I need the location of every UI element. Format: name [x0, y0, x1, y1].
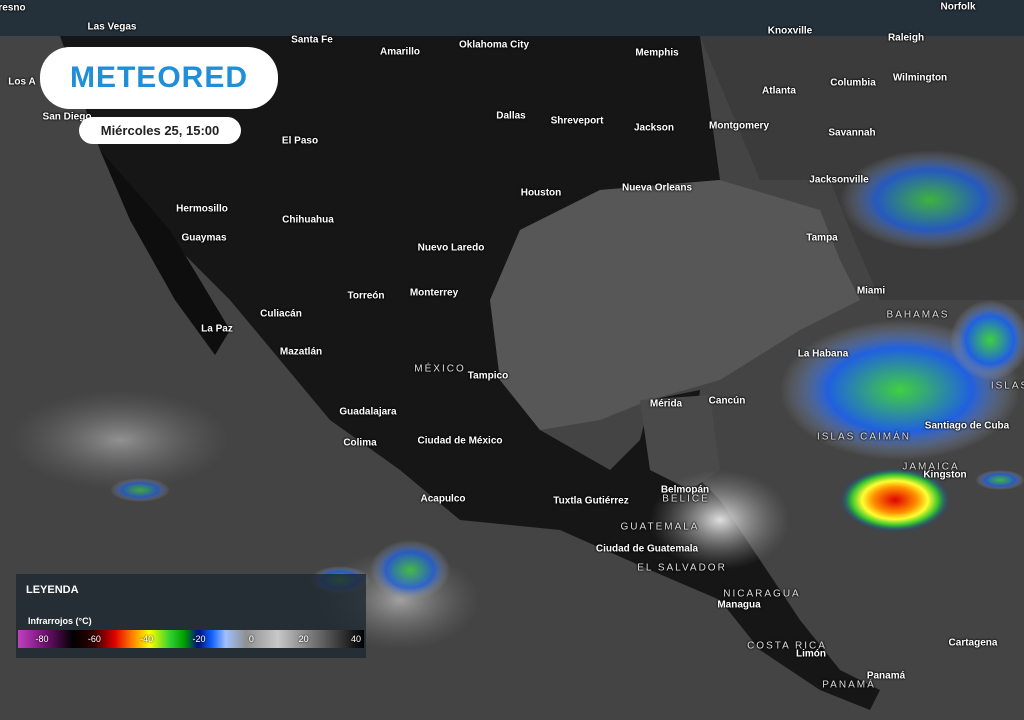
city-label: Montgomery [709, 120, 769, 132]
city-label: Las Vegas [87, 21, 137, 33]
city-label: Savannah [828, 127, 876, 139]
legend: LEYENDA Infrarrojos (°C) -80 -60 -40 -20 0 20… [16, 574, 366, 658]
city-label: Jacksonville [809, 174, 869, 186]
city-label: Shreveport [550, 115, 604, 127]
city-label: Monterrey [409, 287, 459, 299]
city-label: Guaymas [181, 232, 227, 244]
city-label: Mazatlán [279, 346, 323, 358]
city-label: Columbia [830, 77, 876, 89]
city-label: Raleigh [887, 32, 925, 44]
city-label: Los A [8, 76, 36, 88]
city-label: Oklahoma City [458, 39, 530, 51]
yucatan [640, 395, 720, 490]
city-label: Cartagena [948, 637, 998, 649]
scale-tick: -80 [35, 634, 49, 644]
scale-tick: -20 [192, 634, 206, 644]
city-label: Norfolk [940, 1, 976, 13]
region-label: ISLAS CAIMÁN [816, 431, 912, 443]
region-label: EL SALVADOR [637, 562, 727, 574]
gulf-of-mexico [490, 180, 860, 430]
city-label: Belmopán [660, 484, 710, 496]
city-label: Tampico [467, 370, 509, 382]
city-label: Santiago de Cuba [924, 420, 1010, 432]
city-label: La Paz [201, 323, 233, 335]
region-label: COSTA RICA [747, 640, 827, 652]
city-label: Memphis [635, 47, 679, 59]
legend-title: LEYENDA [26, 584, 79, 596]
city-label: resno [0, 2, 26, 14]
color-scale: -80 -60 -40 -20 0 20 40 [18, 630, 364, 648]
city-label: Culiacán [260, 308, 302, 320]
region-label: BELICE [662, 493, 710, 505]
baja-california [100, 150, 230, 355]
city-label: Colima [343, 437, 377, 449]
region-label: JAMAICA [902, 461, 960, 473]
city-label: Acapulco [420, 493, 466, 505]
city-label: Mérida [649, 398, 683, 410]
city-label: El Paso [281, 135, 319, 147]
city-label: Guadalajara [339, 406, 397, 418]
city-label: Panamá [866, 670, 906, 682]
city-label: Tampa [806, 232, 838, 244]
date-badge: Miércoles 25, 15:00 [79, 117, 241, 144]
city-label: Dallas [496, 110, 526, 122]
city-label: Chihuahua [282, 214, 334, 226]
city-label: Knoxville [767, 25, 813, 37]
scale-tick: -40 [140, 634, 154, 644]
city-label: San Diego [42, 111, 92, 123]
region-label: BAHAMAS [886, 309, 950, 321]
city-label: Nueva Orleans [621, 182, 693, 194]
city-label: Miami [856, 285, 886, 297]
scale-tick: -60 [87, 634, 101, 644]
legend-subtitle: Infrarrojos (°C) [28, 616, 92, 626]
city-label: Managua [717, 599, 761, 611]
city-label: Ciudad de México [417, 435, 503, 447]
logo[interactable]: METEORED [40, 47, 278, 109]
city-label: Atlanta [762, 85, 796, 97]
scale-tick: 0 [248, 634, 254, 644]
city-label: Limón [796, 648, 826, 660]
scale-tick: 20 [298, 634, 309, 644]
region-label: GUATEMALA [620, 521, 700, 533]
city-label: La Habana [797, 348, 849, 360]
scale-tick: 40 [350, 634, 362, 644]
city-label: Amarillo [379, 46, 421, 58]
city-label: Cancún [708, 395, 746, 407]
city-label: Jackson [633, 122, 675, 134]
city-label: Houston [520, 187, 562, 199]
region-label: NICARAGUA [723, 588, 801, 600]
city-label: Santa Fe [291, 34, 333, 46]
city-label: Kingston [923, 469, 967, 481]
region-label: MÉXICO [414, 363, 466, 375]
city-label: Ciudad de Guatemala [595, 543, 699, 555]
region-label: PANAMÁ [822, 679, 876, 691]
city-label: Nuevo Laredo [417, 242, 485, 254]
region-label: ISLAS [990, 380, 1024, 392]
city-label: Tuxtla Gutiérrez [553, 495, 629, 507]
city-label: Torreón [347, 290, 385, 302]
city-label: Wilmington [892, 72, 948, 84]
city-label: Hermosillo [176, 203, 228, 215]
